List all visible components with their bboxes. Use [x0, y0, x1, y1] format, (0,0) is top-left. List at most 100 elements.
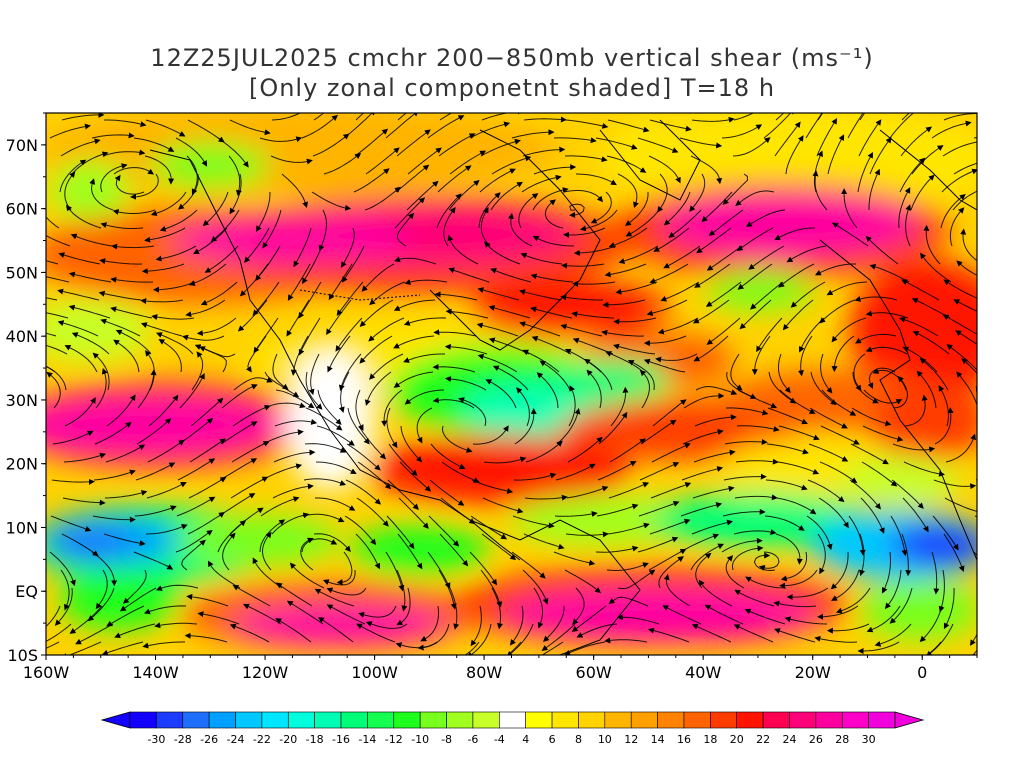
streamline — [287, 263, 311, 301]
streamline — [470, 515, 508, 540]
streamline — [734, 494, 778, 501]
streamline — [564, 641, 606, 655]
streamline — [865, 310, 909, 319]
streamline — [311, 191, 352, 211]
streamline — [892, 443, 936, 453]
streamline — [51, 478, 95, 485]
streamline — [522, 349, 560, 373]
streamline — [696, 227, 732, 254]
streamline — [624, 192, 649, 226]
streamline — [50, 515, 92, 532]
streamline — [893, 375, 909, 409]
streamline — [344, 515, 377, 546]
streamline — [831, 335, 855, 373]
streamline — [606, 155, 647, 173]
streamline — [956, 371, 977, 407]
streamline — [745, 209, 786, 228]
colorbar-arrow-left — [100, 711, 131, 729]
streamline — [521, 174, 562, 193]
streamline — [140, 322, 183, 337]
streamline — [436, 193, 462, 229]
streamline — [506, 623, 534, 655]
streamline — [60, 138, 101, 157]
colorbar-swatch — [314, 711, 342, 729]
streamline — [639, 462, 680, 481]
streamline — [996, 588, 1002, 627]
streamline — [46, 332, 57, 337]
streamline — [790, 281, 826, 308]
streamline — [46, 344, 68, 355]
lat-tick-label: 50N — [6, 263, 38, 282]
streamline — [406, 180, 439, 211]
streamline — [737, 389, 778, 409]
streamline — [393, 371, 434, 388]
streamline — [393, 299, 436, 311]
streamline — [397, 533, 423, 570]
streamline — [271, 512, 310, 535]
streamline — [151, 314, 195, 320]
streamline — [359, 335, 393, 364]
streamline — [207, 560, 241, 589]
streamline — [763, 113, 795, 139]
streamline — [358, 605, 397, 618]
streamline — [881, 551, 892, 594]
streamline — [134, 505, 177, 517]
streamline — [464, 641, 480, 655]
colorbar-swatch — [340, 711, 368, 729]
streamline — [530, 273, 574, 283]
streamline — [68, 304, 111, 319]
streamline — [695, 385, 738, 396]
streamline — [110, 306, 153, 319]
streamline — [143, 605, 187, 615]
streamline — [513, 472, 557, 481]
streamline — [523, 116, 567, 123]
streamline — [404, 279, 448, 285]
streamline — [64, 397, 96, 427]
streamline — [817, 533, 826, 575]
streamline — [571, 311, 615, 319]
streamline — [520, 252, 563, 265]
streamline — [745, 576, 787, 589]
streamline — [640, 419, 677, 445]
streamline — [563, 190, 604, 203]
streamline — [490, 181, 523, 211]
streamline — [690, 543, 725, 571]
streamline — [448, 267, 490, 283]
streamline — [683, 392, 725, 409]
colorbar-swatch — [762, 711, 790, 729]
streamline — [945, 433, 976, 463]
streamline — [784, 616, 828, 625]
streamline — [274, 418, 318, 427]
streamline — [625, 209, 660, 237]
streamline — [404, 389, 445, 405]
streamline — [293, 227, 312, 268]
streamline — [704, 604, 744, 625]
streamline — [52, 430, 94, 445]
streamline — [601, 329, 645, 337]
streamline — [933, 479, 977, 490]
streamline — [899, 157, 926, 193]
streamline — [560, 294, 603, 301]
streamline — [480, 207, 491, 247]
streamline — [480, 569, 503, 608]
streamline — [427, 115, 465, 139]
streamline — [943, 533, 965, 573]
streamline — [853, 353, 866, 392]
streamline — [657, 317, 699, 335]
chart-title-line2: [Only zonal componetnt shaded] T=18 h — [248, 74, 776, 102]
streamline — [440, 497, 476, 525]
streamline — [398, 497, 429, 529]
streamline — [119, 587, 157, 612]
streamline — [222, 532, 236, 571]
streamline — [364, 186, 401, 211]
streamline — [147, 439, 185, 463]
streamline — [650, 482, 692, 499]
colorbar-swatch — [419, 711, 447, 729]
streamline — [245, 335, 267, 373]
streamline — [779, 389, 816, 414]
streamline — [477, 353, 518, 373]
streamline — [154, 622, 198, 629]
streamline — [923, 224, 941, 265]
streamline — [572, 280, 616, 287]
streamline — [651, 443, 691, 463]
